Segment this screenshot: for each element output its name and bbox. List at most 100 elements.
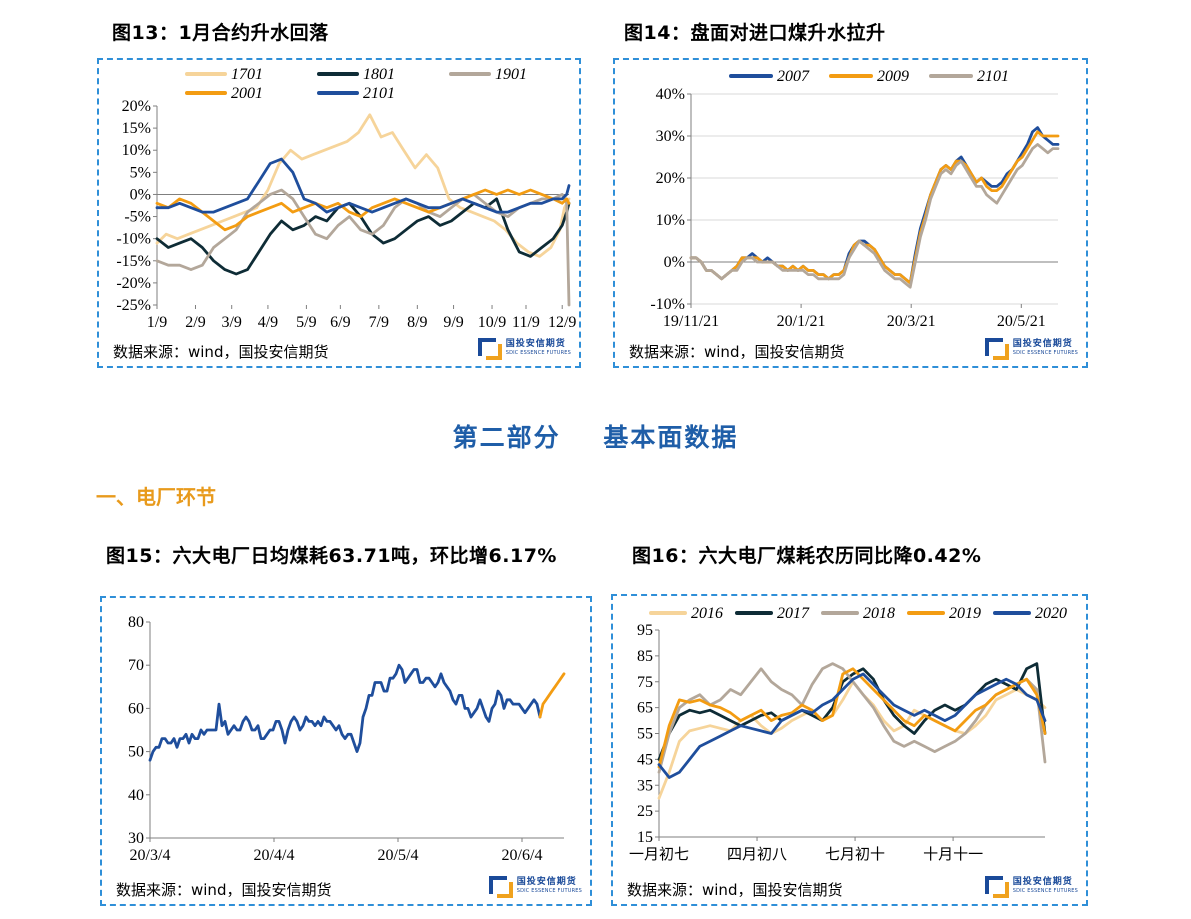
y-tick-label: 35 [637, 777, 653, 794]
x-tick-label: 11/9 [512, 314, 540, 331]
fig15-source: 数据来源：wind，国投安信期货 [116, 881, 332, 899]
x-tick-label: 十月十一 [923, 845, 983, 863]
legend-label-2001: 2001 [231, 85, 263, 102]
series-line-2001 [155, 188, 571, 232]
logo-cn: 国投安信期货 [1012, 339, 1073, 349]
series-line-2017 [657, 662, 1047, 761]
fig13-panel: 20% 15% 10% 5% 0% -5% -10% -15% -20% -25% 1/9 2/9 3/… [97, 58, 581, 368]
fig14-chart: 40% 30% 20% 10% 0% -10%19/11/21 20/1/21 20/3/21… [650, 68, 1060, 330]
y-tick-label: 5% [130, 164, 151, 181]
legend-label-2018: 2018 [863, 605, 895, 622]
y-tick-label: 40 [128, 787, 144, 804]
x-tick-label: 20/3/21 [887, 313, 936, 330]
x-tick-label: 20/6/4 [502, 847, 543, 864]
x-tick-label: 3/9 [221, 314, 241, 331]
y-tick-label: 95 [637, 622, 653, 639]
x-tick-label: 8/9 [407, 314, 427, 331]
fig16-title: 图16：六大电厂煤耗农历同比降0.42% [632, 545, 982, 567]
legend-label-1701: 1701 [231, 66, 263, 83]
y-tick-label: -20% [116, 275, 151, 292]
y-tick-label: 70 [128, 657, 144, 674]
fig16-logo: 国投安信期货 SDIC ESSENCE FUTURES [984, 876, 1078, 898]
legend-label-2019: 2019 [949, 605, 981, 622]
fig13-logo: 国投安信期货 SDIC ESSENCE FUTURES [477, 338, 571, 360]
y-tick-label: 85 [637, 648, 653, 665]
series-line-fig15-0 [148, 663, 542, 762]
legend-label-2017: 2017 [777, 605, 810, 622]
y-tick-label: 55 [637, 726, 653, 743]
fig13-source: 数据来源：wind，国投安信期货 [113, 343, 329, 361]
y-tick-label: 15% [122, 120, 151, 137]
legend-label-2007: 2007 [777, 68, 810, 85]
x-tick-label: 七月初十 [825, 845, 885, 863]
fig16-source: 数据来源：wind，国投安信期货 [627, 881, 843, 899]
y-tick-label: 0% [664, 254, 685, 271]
y-tick-label: 20% [656, 170, 685, 187]
legend-label-2101: 2101 [363, 85, 395, 102]
logo-mark-icon [477, 338, 502, 360]
series-line-2016 [657, 680, 1047, 800]
y-tick-label: 10% [656, 212, 685, 229]
fig14-logo: 国投安信期货 SDIC ESSENCE FUTURES [984, 338, 1078, 360]
y-tick-label: 75 [637, 674, 653, 691]
series-line-1701 [155, 113, 571, 258]
y-tick-label: 50 [128, 744, 144, 761]
y-tick-label: 25 [637, 803, 653, 820]
fig14-panel: 40% 30% 20% 10% 0% -10% 19/11/21 20/1/21 20/3/21… [613, 58, 1088, 368]
y-tick-label: 30% [656, 128, 685, 145]
logo-mark-icon [984, 338, 1009, 360]
fig13-title: 图13：1月合约升水回落 [112, 22, 329, 44]
series-line-fig15-1 [538, 672, 566, 719]
logo-en: SDIC ESSENCE FUTURES [1012, 888, 1078, 894]
y-tick-label: -15% [116, 253, 151, 270]
y-tick-label: 20% [122, 98, 151, 115]
legend-label-2016: 2016 [691, 605, 723, 622]
y-tick-label: 45 [637, 751, 653, 768]
y-tick-label: 10% [122, 142, 151, 159]
logo-en: SDIC ESSENCE FUTURES [516, 888, 582, 894]
fig15-title: 图15：六大电厂日均煤耗63.71吨，环比增6.17% [106, 545, 557, 567]
logo-mark-icon [984, 876, 1009, 898]
fig15-logo: 国投安信期货 SDIC ESSENCE FUTURES [488, 876, 582, 898]
x-tick-label: 12/9 [548, 314, 576, 331]
fig13-chart: 20% 15% 10% 5% 0% -5% -10% -15% -20% -25%1/9 2/9 3/… [116, 66, 576, 331]
x-tick-label: 4/9 [258, 314, 278, 331]
x-tick-label: 20/5/4 [378, 847, 419, 864]
fig14-source: 数据来源：wind，国投安信期货 [629, 343, 845, 361]
x-tick-label: 20/4/4 [254, 847, 295, 864]
logo-cn: 国投安信期货 [516, 877, 577, 887]
x-tick-label: 2/9 [185, 314, 205, 331]
x-tick-label: 7/9 [369, 314, 389, 331]
x-tick-label: 一月初七 [629, 845, 689, 863]
logo-cn: 国投安信期货 [1012, 877, 1073, 887]
y-tick-label: 65 [637, 700, 653, 717]
x-tick-label: 四月初八 [727, 845, 787, 863]
section-title: 一、电厂环节 [96, 485, 216, 509]
y-tick-label: 80 [128, 614, 144, 631]
legend-label-1801: 1801 [363, 66, 395, 83]
logo-mark-icon [488, 876, 513, 898]
x-tick-label: 10/9 [478, 314, 506, 331]
part-title: 第二部分 基本面数据 [452, 423, 739, 452]
y-tick-label: -10% [116, 231, 151, 248]
x-tick-label: 19/11/21 [663, 313, 719, 330]
legend-label-2020: 2020 [1035, 605, 1067, 622]
fig16-panel: 95 85 75 65 55 45 35 25 15 一月初七 四月初八 七月初十 十月十一 2016 20… [611, 594, 1088, 906]
x-tick-label: 20/3/4 [130, 847, 171, 864]
x-tick-label: 6/9 [330, 314, 350, 331]
series-line-2101 [155, 157, 571, 214]
y-tick-label: 30 [128, 830, 144, 847]
x-tick-label: 1/9 [147, 314, 167, 331]
y-tick-label: -5% [124, 209, 151, 226]
legend-label-2009: 2009 [877, 68, 909, 85]
y-tick-label: 60 [128, 700, 144, 717]
x-tick-label: 9/9 [443, 314, 463, 331]
legend-label-1901: 1901 [495, 66, 527, 83]
logo-cn: 国投安信期货 [505, 339, 566, 349]
x-tick-label: 20/1/21 [777, 313, 826, 330]
fig14-title: 图14：盘面对进口煤升水拉升 [624, 22, 886, 44]
fig15-panel: 80 70 60 50 40 30 20/3/4 20/4/4 20/5/4 20/6/4 数据来… [100, 596, 592, 906]
x-tick-label: 5/9 [296, 314, 316, 331]
